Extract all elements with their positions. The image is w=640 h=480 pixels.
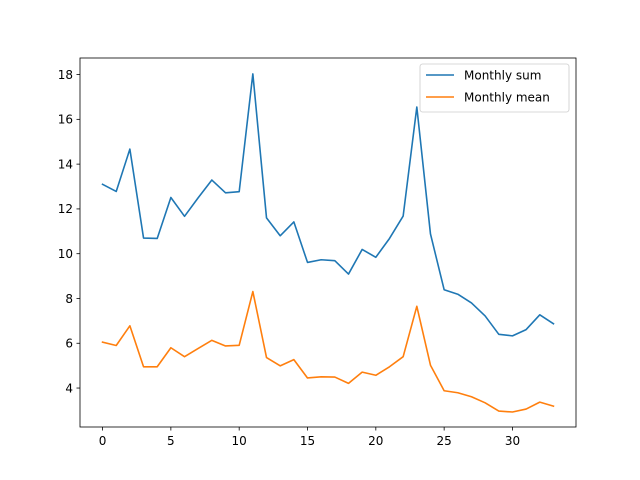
data-point-monthly-mean: [361, 371, 363, 373]
data-point-monthly-mean: [238, 344, 240, 346]
series-line-monthly-sum: [101, 73, 555, 337]
series-lines: [101, 73, 555, 413]
legend-label-monthly-sum: Monthly sum: [464, 68, 541, 82]
data-point-monthly-mean: [252, 291, 254, 293]
data-point-monthly-mean: [293, 359, 295, 361]
legend-label-monthly-mean: Monthly mean: [464, 90, 550, 104]
data-point-monthly-mean: [443, 390, 445, 392]
data-point-monthly-mean: [457, 392, 459, 394]
data-point-monthly-mean: [498, 410, 500, 412]
data-point-monthly-sum: [211, 179, 213, 181]
y-tick-label: 14: [58, 157, 73, 171]
x-tick-label: 30: [505, 434, 520, 448]
data-point-monthly-mean: [197, 348, 199, 350]
data-point-monthly-mean: [512, 411, 514, 413]
data-point-monthly-mean: [525, 408, 527, 410]
data-point-monthly-mean: [334, 376, 336, 378]
data-point-monthly-sum: [334, 260, 336, 262]
data-point-monthly-sum: [115, 191, 117, 193]
data-point-monthly-mean: [430, 364, 432, 366]
data-point-monthly-sum: [525, 329, 527, 331]
x-tick-label: 20: [368, 434, 383, 448]
data-point-monthly-sum: [156, 238, 158, 240]
data-point-monthly-sum: [307, 262, 309, 264]
data-point-monthly-mean: [307, 377, 309, 379]
data-point-monthly-mean: [320, 376, 322, 378]
y-tick-label: 18: [58, 68, 73, 82]
data-point-monthly-sum: [553, 323, 555, 325]
y-tick-label: 4: [65, 381, 73, 395]
x-tick-label: 15: [300, 434, 315, 448]
data-point-monthly-mean: [389, 366, 391, 368]
data-point-monthly-mean: [402, 356, 404, 358]
data-point-monthly-mean: [170, 347, 172, 349]
data-point-monthly-mean: [266, 357, 268, 359]
data-point-monthly-sum: [102, 183, 104, 185]
y-tick-label: 16: [58, 113, 73, 127]
data-point-monthly-mean: [143, 366, 145, 368]
legend: Monthly sum Monthly mean: [419, 63, 570, 113]
data-point-monthly-sum: [471, 302, 473, 304]
data-point-monthly-sum: [484, 315, 486, 317]
y-tick-label: 12: [58, 202, 73, 216]
data-point-monthly-sum: [416, 106, 418, 108]
x-tick-label: 10: [232, 434, 247, 448]
series-line-monthly-mean: [101, 290, 555, 413]
data-point-monthly-sum: [252, 73, 254, 75]
y-tick-label: 10: [58, 247, 73, 261]
data-point-monthly-mean: [211, 340, 213, 342]
data-point-monthly-mean: [129, 325, 131, 327]
data-point-monthly-sum: [197, 197, 199, 199]
data-point-monthly-sum: [225, 192, 227, 194]
data-point-monthly-mean: [102, 341, 104, 343]
data-point-monthly-sum: [457, 293, 459, 295]
data-point-monthly-mean: [416, 306, 418, 308]
data-point-monthly-sum: [293, 221, 295, 223]
data-point-monthly-mean: [348, 383, 350, 385]
axes: 0 5 10 15 20 25 30 4 6 8 10 12 14 16 18: [58, 57, 577, 448]
data-point-monthly-mean: [225, 345, 227, 347]
data-point-monthly-sum: [498, 334, 500, 336]
data-point-monthly-sum: [184, 216, 186, 218]
data-point-monthly-sum: [320, 259, 322, 261]
data-point-monthly-sum: [389, 238, 391, 240]
data-point-monthly-sum: [539, 314, 541, 316]
data-point-monthly-sum: [238, 191, 240, 193]
data-point-monthly-sum: [170, 197, 172, 199]
data-point-monthly-mean: [484, 402, 486, 404]
x-tick-label: 5: [167, 434, 175, 448]
legend-box: [419, 63, 570, 113]
x-tick-label: 25: [437, 434, 452, 448]
data-point-monthly-mean: [539, 401, 541, 403]
data-point-monthly-sum: [348, 273, 350, 275]
data-point-monthly-mean: [471, 396, 473, 398]
x-tick-label: 0: [99, 434, 107, 448]
data-point-monthly-mean: [553, 405, 555, 407]
data-point-monthly-sum: [279, 235, 281, 237]
data-point-monthly-mean: [375, 374, 377, 376]
plot-frame: [79, 57, 577, 428]
data-point-monthly-sum: [402, 215, 404, 217]
data-point-monthly-sum: [361, 249, 363, 251]
data-point-monthly-sum: [143, 237, 145, 239]
data-point-monthly-sum: [512, 335, 514, 337]
data-point-monthly-sum: [443, 289, 445, 291]
data-point-monthly-mean: [184, 356, 186, 358]
data-point-monthly-mean: [279, 365, 281, 367]
data-point-monthly-mean: [115, 345, 117, 347]
data-point-monthly-sum: [266, 217, 268, 219]
y-tick-label: 8: [65, 292, 73, 306]
data-point-monthly-mean: [156, 366, 158, 368]
data-point-monthly-sum: [430, 233, 432, 235]
y-tick-label: 6: [65, 337, 73, 351]
data-point-monthly-sum: [375, 256, 377, 258]
data-point-monthly-sum: [129, 148, 131, 150]
